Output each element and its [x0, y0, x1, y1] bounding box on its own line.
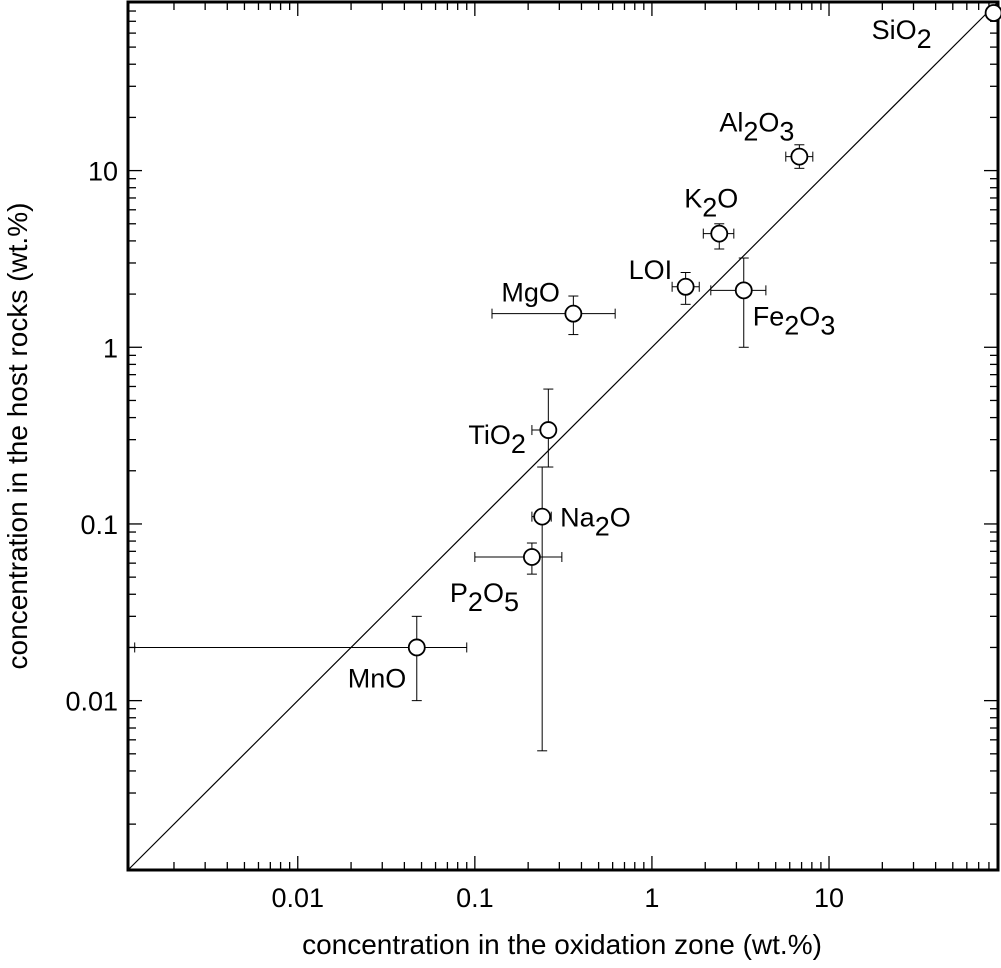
data-point	[523, 548, 541, 566]
data-point	[407, 638, 426, 657]
data-point	[710, 224, 729, 243]
data-point	[984, 4, 1001, 22]
point-label-text: O	[758, 108, 779, 138]
point-label-text: P	[450, 578, 468, 608]
point-label-text: MnO	[348, 663, 407, 693]
data-point	[734, 281, 753, 300]
point-label: TiO2	[468, 420, 526, 459]
point-label-subscript: 2	[702, 193, 717, 223]
data-point	[790, 147, 809, 166]
data-point	[676, 277, 695, 296]
point-label-text: SiO	[872, 15, 917, 45]
point-label-text: TiO	[468, 420, 511, 450]
point-label-text: Na	[560, 503, 595, 533]
x-tick-label: 0.1	[456, 883, 494, 913]
point-label: Na2O	[560, 503, 631, 542]
point-label-text: MgO	[501, 278, 560, 308]
plot-frame	[126, 0, 1000, 872]
point-label-text: Fe	[753, 301, 785, 331]
data-point	[533, 507, 552, 526]
point-label-text: Al	[719, 108, 743, 138]
point-label: MnO	[348, 663, 407, 693]
point-label-subscript: 2	[743, 117, 758, 147]
one-to-one-line	[127, 1, 999, 871]
point-label: Al2O3	[719, 108, 794, 147]
point-label-subscript: 2	[511, 429, 526, 459]
point-label: SiO2	[872, 15, 932, 54]
point-label-subscript: 3	[779, 117, 794, 147]
point-label-subscript: 2	[784, 310, 799, 340]
point-label-subscript: 2	[468, 587, 483, 617]
point-label-subscript: 5	[504, 587, 519, 617]
x-axis-title: concentration in the oxidation zone (wt.…	[302, 929, 822, 960]
point-label-text: LOI	[629, 255, 673, 285]
x-tick-label: 1	[644, 883, 659, 913]
data-point	[539, 421, 558, 439]
point-label-subscript: 2	[917, 24, 932, 54]
point-label-subscript: 2	[595, 512, 610, 542]
y-tick-label: 0.01	[65, 687, 118, 717]
point-label-text: O	[483, 578, 504, 608]
point-label: P2O5	[450, 578, 519, 617]
point-label: MgO	[501, 278, 560, 308]
point-label-text: O	[799, 301, 820, 331]
data-point	[564, 304, 583, 323]
x-tick-label: 10	[814, 883, 844, 913]
point-label: Fe2O3	[753, 301, 836, 340]
point-label-text: O	[610, 503, 631, 533]
y-tick-label: 1	[103, 333, 118, 363]
point-label-subscript: 3	[820, 310, 835, 340]
x-tick-label: 0.01	[271, 883, 324, 913]
point-label: LOI	[629, 255, 673, 285]
y-axis-title: concentration in the host rocks (wt.%)	[2, 203, 33, 670]
point-label-text: O	[717, 184, 738, 214]
y-tick-label: 0.1	[80, 510, 118, 540]
y-tick-label: 10	[88, 157, 118, 187]
point-label-text: K	[684, 184, 702, 214]
point-label: K2O	[684, 184, 738, 223]
